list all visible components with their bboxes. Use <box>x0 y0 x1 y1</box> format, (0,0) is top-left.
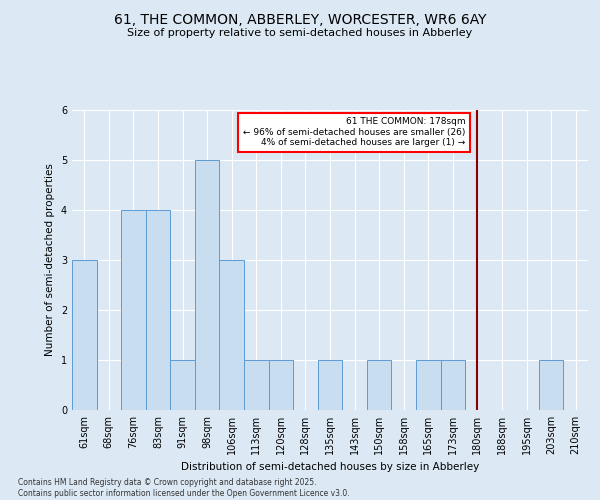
Bar <box>416 360 440 410</box>
Bar <box>121 210 146 410</box>
Text: Size of property relative to semi-detached houses in Abberley: Size of property relative to semi-detach… <box>127 28 473 38</box>
Y-axis label: Number of semi-detached properties: Number of semi-detached properties <box>46 164 55 356</box>
Bar <box>195 160 220 410</box>
Bar <box>440 360 465 410</box>
Bar <box>244 360 269 410</box>
Bar <box>318 360 342 410</box>
Text: Contains HM Land Registry data © Crown copyright and database right 2025.
Contai: Contains HM Land Registry data © Crown c… <box>18 478 350 498</box>
Text: 61, THE COMMON, ABBERLEY, WORCESTER, WR6 6AY: 61, THE COMMON, ABBERLEY, WORCESTER, WR6… <box>114 12 486 26</box>
Bar <box>220 260 244 410</box>
Bar <box>72 260 97 410</box>
Bar <box>367 360 391 410</box>
Text: 61 THE COMMON: 178sqm
← 96% of semi-detached houses are smaller (26)
4% of semi-: 61 THE COMMON: 178sqm ← 96% of semi-deta… <box>243 118 465 148</box>
X-axis label: Distribution of semi-detached houses by size in Abberley: Distribution of semi-detached houses by … <box>181 462 479 472</box>
Bar <box>539 360 563 410</box>
Bar <box>269 360 293 410</box>
Bar <box>146 210 170 410</box>
Bar <box>170 360 195 410</box>
